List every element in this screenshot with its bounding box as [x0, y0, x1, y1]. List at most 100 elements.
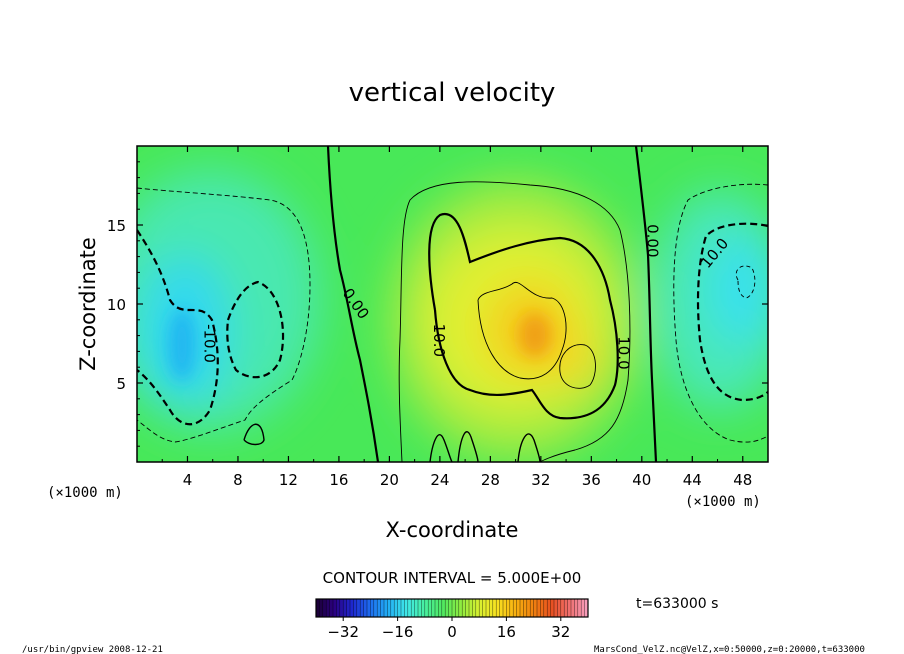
- colorbar-segment: [540, 599, 545, 617]
- colorbar-segment: [370, 599, 375, 617]
- colorbar-segment: [503, 599, 507, 617]
- colorbar-segment: [530, 599, 534, 617]
- colorbar-segment: [574, 599, 579, 617]
- colorbar-segment: [499, 599, 504, 617]
- contour-plus15: [477, 281, 567, 380]
- colorbar-segment: [472, 599, 477, 617]
- colorbar-segment: [336, 599, 341, 617]
- colorbar-segment: [577, 599, 582, 617]
- downdraft-left-peak: [168, 309, 196, 381]
- colorbar-segment: [571, 599, 575, 617]
- colorbar-segment: [322, 599, 327, 617]
- contour-minus10-left: [137, 229, 219, 426]
- colorbar-segment: [533, 599, 538, 617]
- colorbar-segment: [448, 599, 453, 617]
- x-tick-label: 16: [329, 471, 348, 489]
- colorbar-segment: [547, 599, 551, 617]
- colorbar-tick-label: 0: [447, 623, 457, 641]
- contour-zero-left: [326, 146, 380, 462]
- colorbar-segment: [343, 599, 347, 617]
- colorbar-segment: [394, 599, 398, 617]
- x-unit-left: (×1000 m): [47, 485, 123, 501]
- colorbar-segment: [431, 599, 436, 617]
- colorbar-segment: [418, 599, 422, 617]
- colorbar-segment: [564, 599, 568, 617]
- colorbar-segment: [329, 599, 334, 617]
- colorbar-segment: [557, 599, 562, 617]
- x-axis-title: X-coordinate: [386, 518, 519, 542]
- x-tick-label: 40: [632, 471, 651, 489]
- contour-label: 10.0: [614, 336, 632, 369]
- colorbar-segment: [486, 599, 490, 617]
- y-tick-label: 5: [116, 375, 126, 393]
- colorbar-segment: [435, 599, 439, 617]
- colorbar-segment: [316, 599, 320, 617]
- colorbar-segment: [350, 599, 354, 617]
- x-tick-label: 20: [380, 471, 399, 489]
- colorbar-segment: [509, 599, 514, 617]
- colorbar-segment: [462, 599, 466, 617]
- colorbar-segment: [377, 599, 381, 617]
- colorbar-segment: [537, 599, 541, 617]
- contour-minus5-left: [137, 187, 311, 443]
- contour-plus15-secondary: [559, 344, 596, 389]
- y-axis: 5 10 15: [107, 161, 768, 447]
- colorbar-segment: [424, 599, 429, 617]
- colorbar-segment: [326, 599, 330, 617]
- colorbar-segment: [506, 599, 511, 617]
- colorbar-segment: [411, 599, 415, 617]
- colorbar-segment: [319, 599, 324, 617]
- contour-interval-label: CONTOUR INTERVAL = 5.000E+00: [323, 569, 582, 587]
- colorbar-segment: [584, 599, 589, 617]
- colorbar-segment: [479, 599, 483, 617]
- colorbar-segment: [363, 599, 368, 617]
- colorbar-tick-label: −32: [327, 623, 359, 641]
- colorbar-segment: [567, 599, 572, 617]
- colorbar-segment: [367, 599, 371, 617]
- colorbar-segment: [516, 599, 521, 617]
- colorbar-segment: [390, 599, 395, 617]
- colorbar-segment: [414, 599, 419, 617]
- colorbar-segment: [428, 599, 432, 617]
- footer-right: MarsCond_VelZ.nc@VelZ,x=0:50000,z=0:2000…: [594, 645, 865, 654]
- colorbar-segment: [353, 599, 358, 617]
- contour-minus5-right: [673, 183, 768, 443]
- colorbar: −32 −16 0 16 32: [315, 598, 589, 641]
- contour-plus10: [428, 212, 619, 420]
- updraft-peak: [519, 313, 551, 357]
- colorbar-segment: [380, 599, 385, 617]
- y-tick-label: 10: [107, 296, 126, 314]
- colorbar-segment: [404, 599, 409, 617]
- colorbar-segment: [346, 599, 351, 617]
- x-tick-label: 4: [183, 471, 193, 489]
- footer-left: /usr/bin/gpview 2008-12-21: [22, 645, 163, 654]
- colorbar-segment: [543, 599, 548, 617]
- colorbar-segment: [387, 599, 392, 617]
- chart-title: vertical velocity: [349, 78, 556, 108]
- x-tick-label: 32: [531, 471, 550, 489]
- x-tick-label: 44: [683, 471, 702, 489]
- colorbar-segment: [452, 599, 456, 617]
- colorbar-segment: [560, 599, 565, 617]
- colorbar-tick-label: 32: [551, 623, 570, 641]
- contour-minus10-right: [696, 222, 768, 402]
- x-axis: 4 8 12 16 20 24 28 32 36 40 44 48: [161, 146, 752, 489]
- colorbar-segment: [455, 599, 460, 617]
- colorbar-segment: [445, 599, 449, 617]
- colorbar-segment: [384, 599, 388, 617]
- y-tick-label: 15: [107, 217, 126, 235]
- colorbar-segment: [550, 599, 555, 617]
- colorbar-tick-label: 16: [497, 623, 516, 641]
- colorbar-segment: [482, 599, 487, 617]
- x-tick-label: 12: [279, 471, 298, 489]
- colorbar-segment: [339, 599, 344, 617]
- colorbar-segment: [523, 599, 528, 617]
- x-tick-label: 8: [233, 471, 243, 489]
- contour-label: 0.00: [643, 224, 661, 257]
- colorbar-segment: [469, 599, 473, 617]
- colorbar-segment: [441, 599, 446, 617]
- colorbar-segment: [373, 599, 378, 617]
- x-tick-label: 28: [481, 471, 500, 489]
